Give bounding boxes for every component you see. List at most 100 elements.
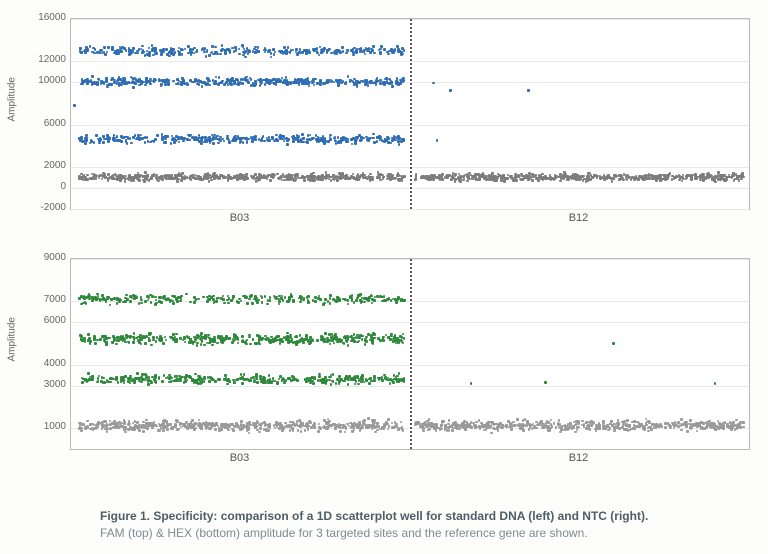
- data-point-outlier: [449, 89, 452, 92]
- data-point: [496, 426, 499, 429]
- data-point: [254, 135, 257, 138]
- data-point: [170, 142, 173, 145]
- data-point: [84, 178, 87, 181]
- data-point: [183, 82, 186, 85]
- data-point: [144, 141, 147, 144]
- data-point: [108, 47, 111, 50]
- data-point: [638, 422, 641, 425]
- data-point: [165, 141, 168, 144]
- data-point: [284, 296, 287, 299]
- data-point: [100, 380, 103, 383]
- data-point: [430, 424, 433, 427]
- data-point: [340, 177, 343, 180]
- data-point: [151, 174, 154, 177]
- figure-caption: Figure 1. Specificity: comparison of a 1…: [100, 508, 728, 542]
- data-point: [690, 178, 693, 181]
- data-point: [300, 430, 303, 433]
- data-point: [742, 426, 745, 429]
- data-point: [208, 180, 211, 183]
- data-point: [130, 142, 133, 145]
- data-point-outlier: [714, 382, 717, 385]
- data-point: [223, 83, 226, 86]
- data-point: [105, 299, 108, 302]
- data-point: [271, 340, 274, 343]
- data-point: [195, 51, 198, 54]
- data-point: [214, 80, 217, 83]
- data-point: [255, 342, 258, 345]
- data-point: [269, 378, 272, 381]
- data-point: [78, 137, 81, 140]
- data-point: [214, 46, 217, 49]
- data-point: [379, 295, 382, 298]
- data-point: [299, 78, 302, 81]
- data-point: [362, 51, 365, 54]
- data-point: [738, 179, 741, 182]
- data-point: [165, 420, 168, 423]
- data-point: [132, 176, 135, 179]
- data-point: [681, 180, 684, 183]
- data-point: [215, 76, 218, 79]
- data-point: [326, 340, 329, 343]
- data-point: [345, 140, 348, 143]
- data-point: [246, 47, 249, 50]
- data-point: [680, 429, 683, 432]
- data-point: [148, 332, 151, 335]
- data-point: [115, 343, 118, 346]
- data-point: [386, 136, 389, 139]
- data-point: [459, 180, 462, 183]
- data-point: [253, 380, 256, 383]
- data-point: [383, 295, 386, 298]
- data-point: [288, 425, 291, 428]
- data-point: [327, 49, 330, 52]
- data-point: [385, 139, 388, 142]
- data-point: [79, 47, 82, 50]
- data-point: [714, 428, 717, 431]
- x-category-label: B12: [549, 452, 609, 464]
- data-point: [294, 80, 297, 83]
- data-point: [233, 381, 236, 384]
- data-point: [522, 424, 525, 427]
- data-point: [132, 294, 135, 297]
- data-point: [312, 382, 315, 385]
- data-point: [168, 178, 171, 181]
- data-point: [368, 137, 371, 140]
- data-point: [317, 178, 320, 181]
- data-point: [182, 140, 185, 143]
- data-point: [574, 173, 577, 176]
- data-point: [146, 427, 149, 430]
- data-point: [252, 338, 255, 341]
- data-point: [162, 429, 165, 432]
- data-point: [372, 176, 375, 179]
- data-point: [396, 380, 399, 383]
- data-point: [152, 339, 155, 342]
- data-point: [630, 178, 633, 181]
- data-point: [123, 382, 126, 385]
- data-point: [371, 340, 374, 343]
- data-point: [555, 176, 558, 179]
- data-point: [324, 380, 327, 383]
- data-point: [273, 53, 276, 56]
- data-point: [402, 342, 405, 345]
- data-point: [678, 179, 681, 182]
- data-point: [288, 296, 291, 299]
- data-point: [736, 426, 739, 429]
- data-point: [322, 82, 325, 85]
- data-point: [234, 139, 237, 142]
- data-point: [144, 336, 147, 339]
- data-point: [228, 337, 231, 340]
- data-point: [414, 178, 417, 181]
- data-point: [106, 51, 109, 54]
- data-point: [373, 379, 376, 382]
- data-point: [176, 78, 179, 81]
- data-point: [353, 333, 356, 336]
- data-point: [318, 375, 321, 378]
- data-point: [101, 427, 104, 430]
- data-point: [619, 174, 622, 177]
- data-point: [143, 430, 146, 433]
- data-point: [91, 427, 94, 430]
- data-point: [322, 178, 325, 181]
- data-point: [345, 52, 348, 55]
- data-point: [89, 177, 92, 180]
- data-point: [359, 378, 362, 381]
- data-point: [113, 139, 116, 142]
